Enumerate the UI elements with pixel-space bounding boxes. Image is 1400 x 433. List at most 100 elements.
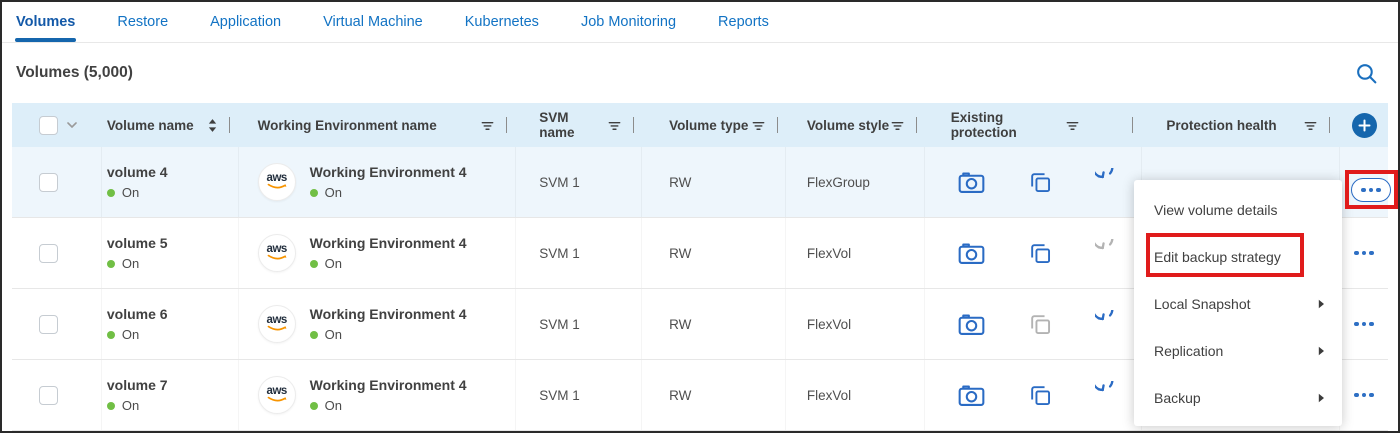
- volume-style: FlexVol: [807, 246, 851, 261]
- row-more-actions-button[interactable]: [1354, 251, 1374, 256]
- row-checkbox[interactable]: [39, 173, 58, 192]
- status-on-icon: [107, 189, 115, 197]
- filter-icon[interactable]: [890, 118, 905, 133]
- working-environment-name: Working Environment 4: [310, 164, 467, 180]
- status-on-icon: [310, 189, 318, 197]
- menu-item-label: Local Snapshot: [1154, 296, 1251, 312]
- tab-application[interactable]: Application: [210, 2, 281, 42]
- backup-restore-icon: [1095, 239, 1124, 268]
- ellipsis-icon: [1361, 188, 1381, 193]
- working-environment-name: Working Environment 4: [310, 377, 467, 393]
- column-divider: [633, 117, 634, 133]
- row-more-actions-button[interactable]: [1354, 322, 1374, 327]
- filter-icon[interactable]: [480, 118, 495, 133]
- backup-restore-icon: [1095, 310, 1124, 339]
- volume-name: volume 5: [107, 235, 168, 251]
- row-checkbox[interactable]: [39, 386, 58, 405]
- filter-icon[interactable]: [1303, 118, 1318, 133]
- aws-logo-text: aws: [267, 386, 287, 396]
- header-add-column: [1340, 103, 1388, 147]
- filter-icon[interactable]: [607, 118, 622, 133]
- column-label: Volume type: [669, 118, 748, 133]
- replication-copy-icon: [1027, 382, 1054, 409]
- volume-type: RW: [669, 317, 691, 332]
- column-divider: [229, 117, 230, 133]
- header-volume-type[interactable]: Volume type: [642, 103, 786, 147]
- aws-logo-text: aws: [267, 173, 287, 183]
- menu-item-replication[interactable]: Replication: [1134, 327, 1342, 374]
- select-all-checkbox[interactable]: [39, 116, 58, 135]
- filter-icon[interactable]: [1065, 118, 1080, 133]
- header-protection-health[interactable]: Protection health: [1142, 103, 1340, 147]
- aws-logo-text: aws: [267, 315, 287, 325]
- svm-name: SVM 1: [539, 175, 580, 190]
- working-environment-name: Working Environment 4: [310, 306, 467, 322]
- row-actions-cell: [1340, 218, 1388, 288]
- tab-virtual-machine[interactable]: Virtual Machine: [323, 2, 423, 42]
- working-environment-name: Working Environment 4: [310, 235, 467, 251]
- replication-copy-icon: [1027, 311, 1054, 338]
- volume-type: RW: [669, 175, 691, 190]
- aws-provider-icon: aws: [258, 234, 296, 272]
- snapshot-camera-icon: [957, 381, 986, 410]
- row-more-actions-button[interactable]: [1354, 393, 1374, 398]
- backup-restore-icon: [1095, 168, 1124, 197]
- menu-item-backup[interactable]: Backup: [1134, 374, 1342, 421]
- tab-reports[interactable]: Reports: [718, 2, 769, 42]
- column-label: Existing protection: [951, 110, 1024, 140]
- search-icon: [1354, 61, 1379, 86]
- aws-smile-icon: [266, 396, 288, 404]
- volume-status: On: [122, 398, 139, 413]
- tab-restore[interactable]: Restore: [117, 2, 168, 42]
- status-on-icon: [107, 402, 115, 410]
- menu-item-label: Backup: [1154, 390, 1201, 406]
- header-select-all: [12, 103, 102, 147]
- menu-item-label: View volume details: [1154, 202, 1277, 218]
- page-title: Volumes (5,000): [16, 64, 133, 82]
- plus-icon: [1358, 119, 1371, 132]
- row-checkbox[interactable]: [39, 244, 58, 263]
- status-on-icon: [107, 331, 115, 339]
- volume-name: volume 6: [107, 306, 168, 322]
- svm-name: SVM 1: [539, 317, 580, 332]
- filter-icon[interactable]: [751, 118, 766, 133]
- aws-provider-icon: aws: [258, 305, 296, 343]
- header-working-environment[interactable]: Working Environment name: [239, 103, 517, 147]
- volume-actions-menu: View volume details Edit backup strategy…: [1134, 180, 1342, 426]
- tab-kubernetes[interactable]: Kubernetes: [465, 2, 539, 42]
- menu-item-view-volume-details[interactable]: View volume details: [1134, 186, 1342, 233]
- we-status: On: [325, 185, 342, 200]
- submenu-arrow-icon: [1318, 393, 1325, 403]
- snapshot-camera-icon: [957, 310, 986, 339]
- row-more-actions-button-active[interactable]: [1351, 178, 1391, 202]
- menu-item-edit-backup-strategy[interactable]: Edit backup strategy: [1134, 233, 1342, 280]
- header-existing-protection[interactable]: Existing protection: [925, 103, 1143, 147]
- column-divider: [506, 117, 507, 133]
- toolbar: Volumes (5,000): [2, 43, 1398, 103]
- column-label: SVM name: [539, 110, 607, 140]
- snapshot-camera-icon: [957, 239, 986, 268]
- tab-volumes[interactable]: Volumes: [16, 2, 75, 42]
- snapshot-camera-icon: [957, 168, 986, 197]
- search-button[interactable]: [1352, 59, 1380, 87]
- header-svm-name[interactable]: SVM name: [516, 103, 642, 147]
- header-volume-name[interactable]: Volume name: [102, 103, 239, 147]
- app-window: Volumes Restore Application Virtual Mach…: [0, 0, 1400, 433]
- add-column-button[interactable]: [1352, 113, 1377, 138]
- we-status: On: [325, 256, 342, 271]
- column-divider: [1329, 117, 1330, 133]
- row-checkbox[interactable]: [39, 315, 58, 334]
- submenu-arrow-icon: [1318, 299, 1325, 309]
- status-on-icon: [310, 402, 318, 410]
- select-dropdown-caret-icon[interactable]: [67, 122, 77, 128]
- submenu-arrow-icon: [1318, 346, 1325, 356]
- menu-item-local-snapshot[interactable]: Local Snapshot: [1134, 280, 1342, 327]
- tab-job-monitoring[interactable]: Job Monitoring: [581, 2, 676, 42]
- volume-name: volume 4: [107, 164, 168, 180]
- header-volume-style[interactable]: Volume style: [786, 103, 925, 147]
- volume-style: FlexGroup: [807, 175, 870, 190]
- column-divider: [777, 117, 778, 133]
- sort-icon[interactable]: [207, 118, 218, 133]
- menu-item-label: Replication: [1154, 343, 1223, 359]
- status-on-icon: [310, 260, 318, 268]
